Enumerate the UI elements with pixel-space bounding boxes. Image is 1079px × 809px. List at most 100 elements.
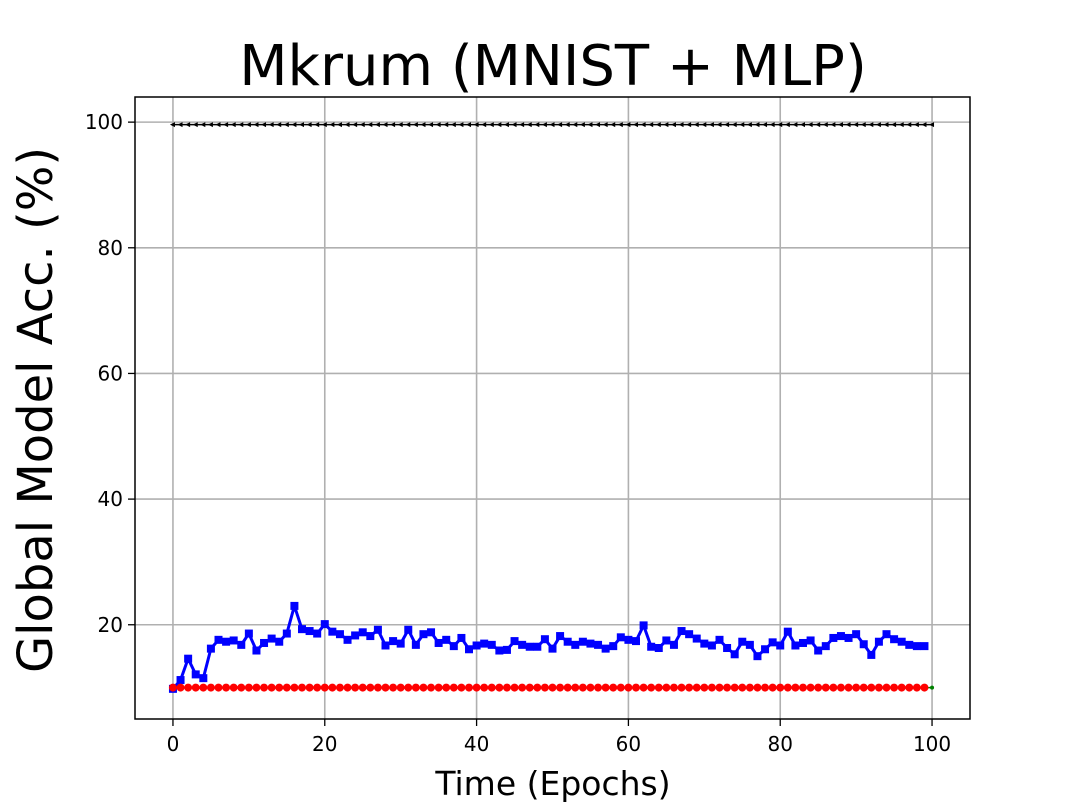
data-point [731,122,737,128]
data-point [184,654,193,663]
x-tick-label: 20 [312,732,337,756]
data-point [693,122,699,128]
data-point [890,683,899,692]
data-point [434,638,443,647]
data-point [252,683,261,692]
data-point [313,683,322,692]
plot-frame [134,96,971,720]
data-point [548,683,557,692]
data-point [556,683,565,692]
data-point [563,637,572,646]
data-point [837,122,843,128]
y-tick-label: 20 [98,613,123,637]
data-point [199,674,208,683]
data-point [602,122,608,128]
data-point [480,639,489,648]
data-point [525,642,534,651]
data-point [867,650,876,659]
data-point [829,683,838,692]
data-point [366,632,375,641]
data-point [405,122,411,128]
data-point [268,122,274,128]
data-point [260,683,269,692]
data-point [472,683,481,692]
data-point [276,122,282,128]
data-point [662,683,671,692]
data-point [373,683,382,692]
data-point [913,122,919,128]
data-point [449,642,458,651]
data-point [715,635,724,644]
x-tick-label: 100 [913,732,951,756]
data-point [487,640,496,649]
data-point [625,122,631,128]
data-point [215,122,221,128]
data-point [314,122,320,128]
y-tick-label: 80 [98,236,123,260]
data-point [473,122,479,128]
data-point [519,122,525,128]
data-point [275,637,284,646]
data-point [633,122,638,128]
data-point [344,122,350,128]
data-point [890,635,899,644]
data-point [229,683,238,692]
data-point [707,641,716,650]
data-point [647,683,656,692]
data-point [230,122,236,128]
data-point [670,122,676,128]
data-point [526,122,532,128]
data-point [373,625,382,634]
data-point [564,122,570,128]
data-point [465,683,473,692]
data-point [609,642,618,651]
data-point [336,122,342,128]
data-point [639,683,648,692]
data-point [662,636,671,645]
data-point [594,640,603,649]
data-point [518,640,527,649]
data-point [753,683,762,692]
data-point [776,683,785,692]
data-point [777,122,783,128]
x-tick-label: 0 [167,732,180,756]
data-point [525,683,534,692]
data-point [548,644,557,653]
data-point [563,683,572,692]
data-point [836,632,845,641]
data-point [343,635,352,644]
data-point [381,641,390,650]
data-point [586,639,595,648]
data-point [716,122,722,128]
data-point [510,637,519,646]
data-point [223,122,229,128]
data-point [465,645,473,654]
data-point [882,683,891,692]
data-point [639,621,648,630]
data-point [616,683,625,692]
data-point [920,683,929,692]
data-point [685,630,694,639]
data-point [511,122,517,128]
data-point [267,683,276,692]
data-point [753,652,762,661]
data-point [282,629,291,638]
data-point [534,122,540,128]
data-point [510,683,519,692]
data-point [367,122,373,128]
data-point [707,683,716,692]
data-point [214,683,223,692]
data-point [374,122,380,128]
data-point [518,683,527,692]
data-point [571,683,580,692]
data-point [283,122,289,128]
data-point [192,122,198,128]
data-point [921,122,927,128]
data-point [207,122,213,128]
data-point [784,122,790,128]
data-point [557,122,563,128]
data-point [906,122,912,128]
data-point [358,628,367,637]
data-point [601,683,610,692]
